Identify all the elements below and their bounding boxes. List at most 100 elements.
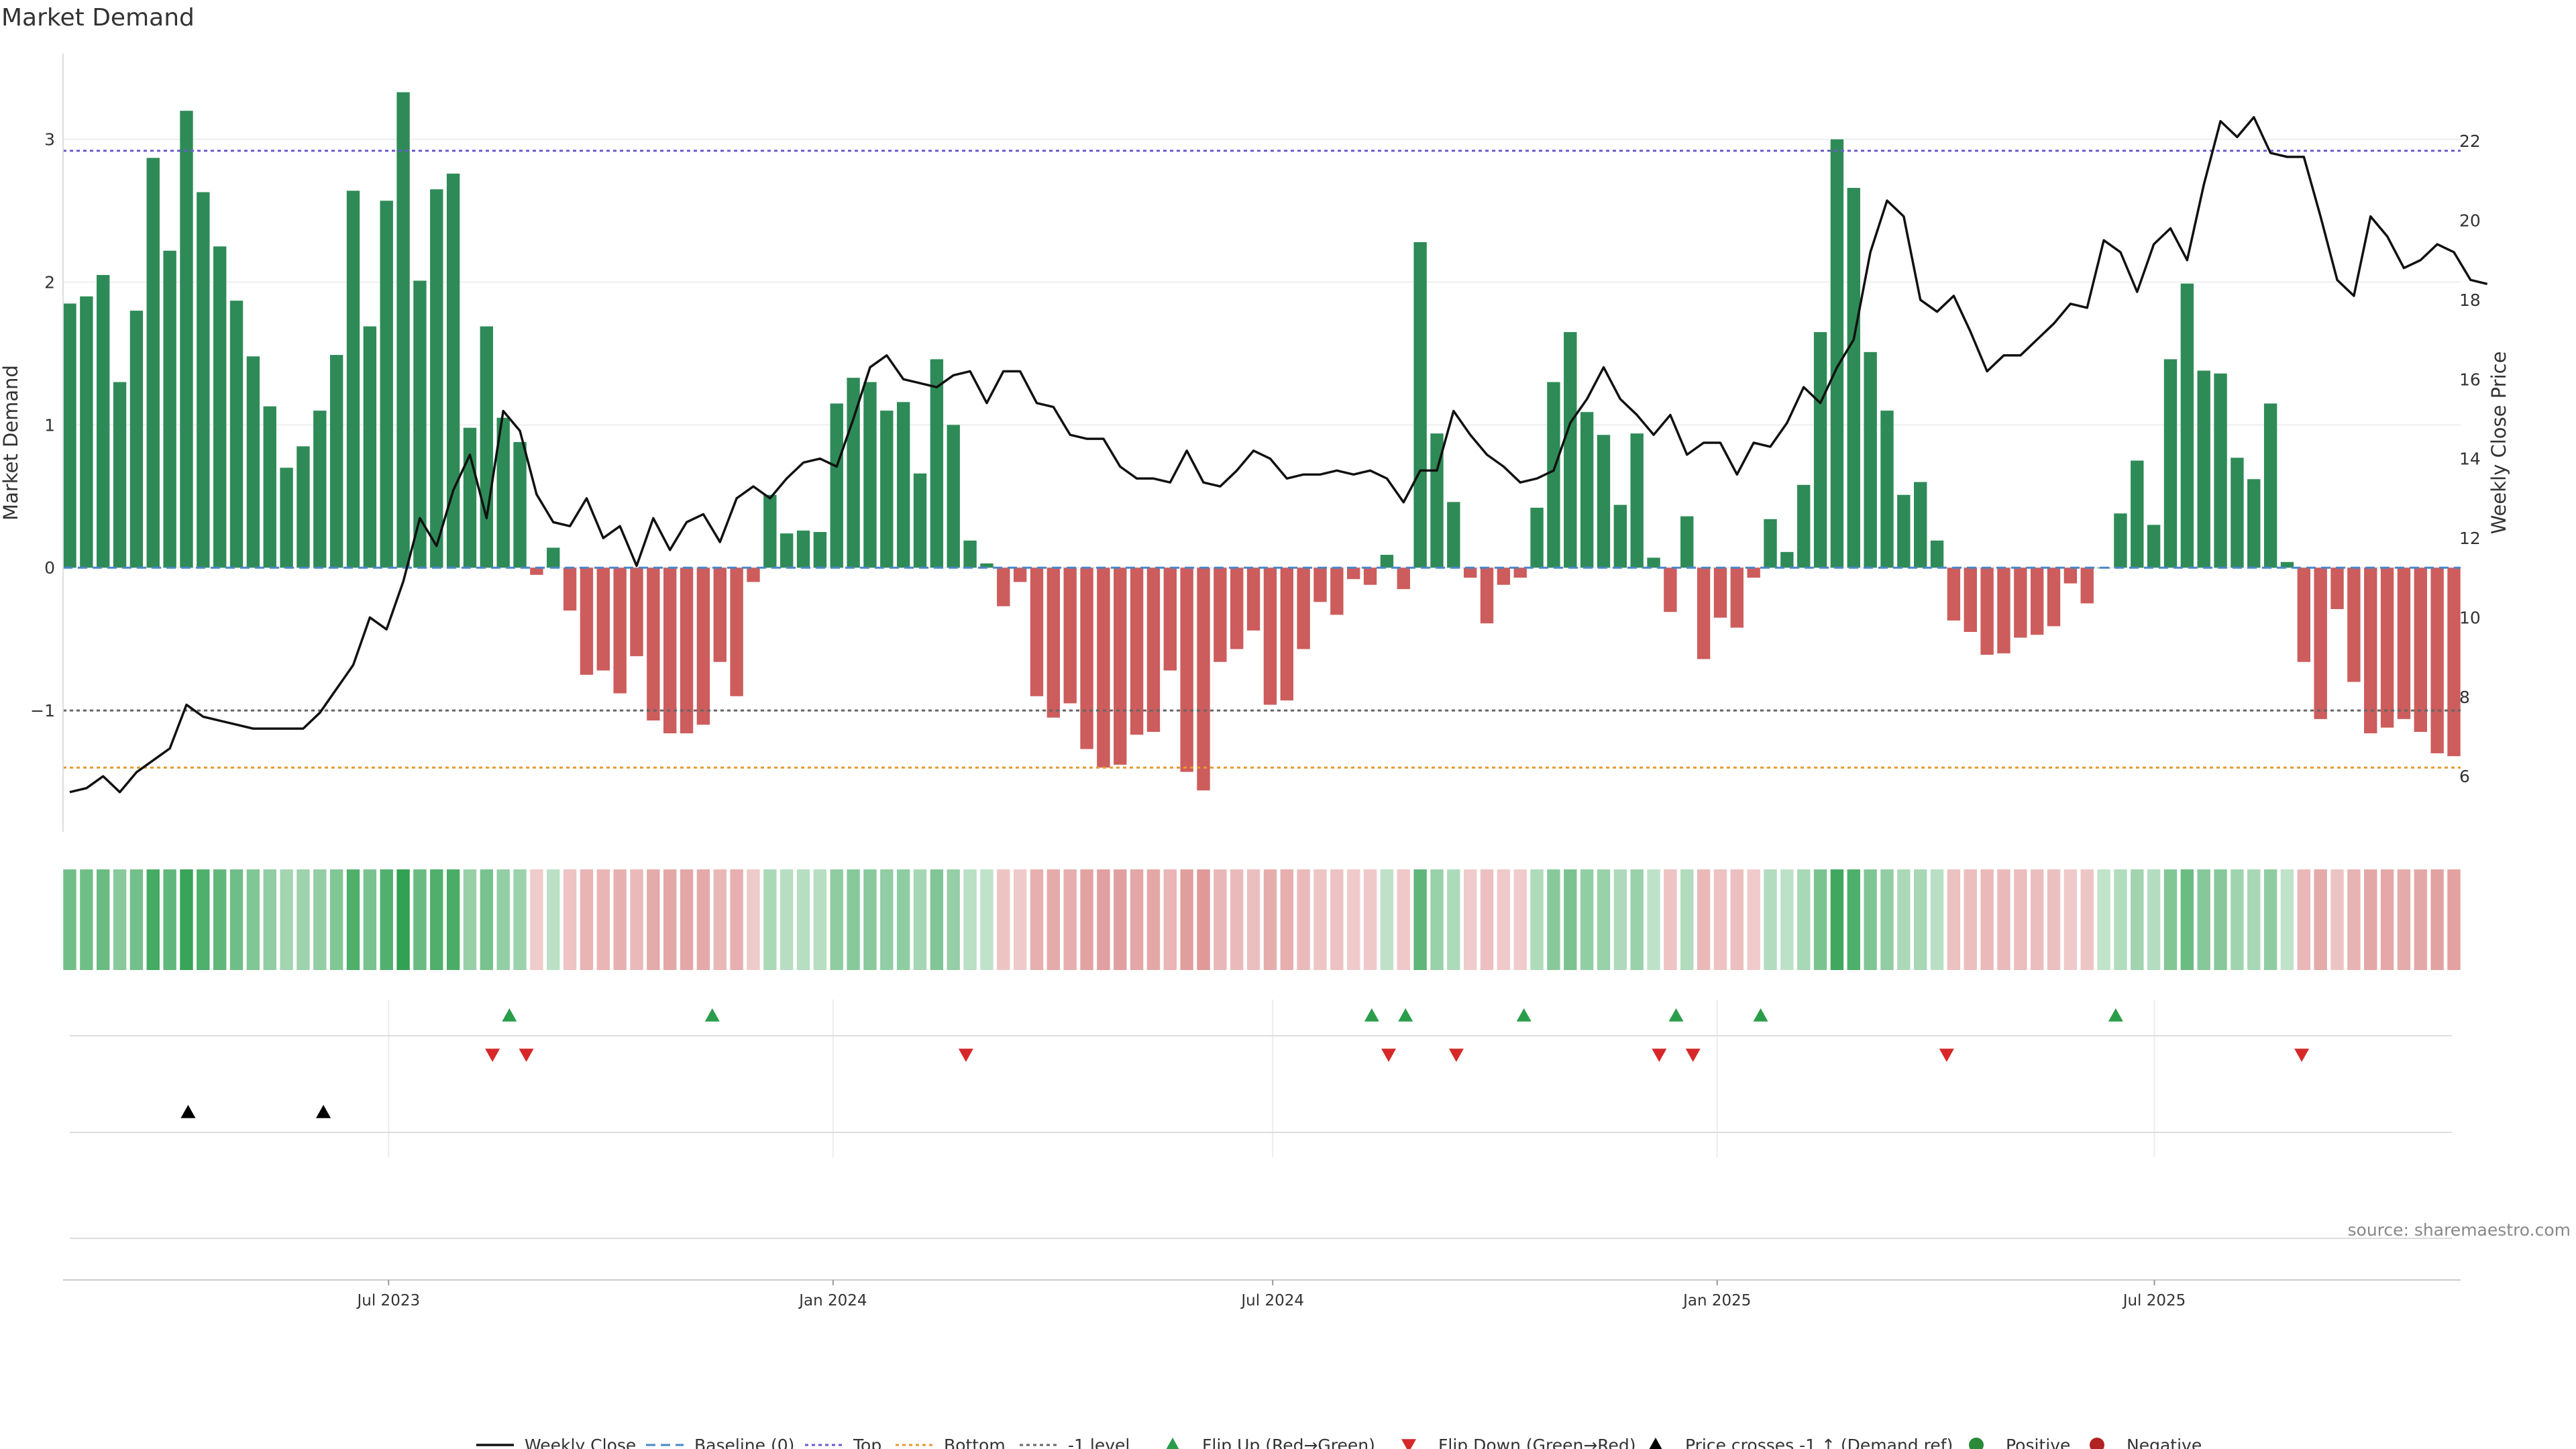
demand-bar bbox=[2080, 568, 2094, 604]
demand-bar bbox=[630, 568, 643, 657]
legend-circle-icon bbox=[2090, 1438, 2104, 1449]
demand-bar bbox=[1797, 484, 1811, 568]
flip-up-marker bbox=[1516, 1008, 1532, 1022]
heat-cell bbox=[780, 869, 794, 970]
heat-cell bbox=[1647, 869, 1660, 970]
legend-item: Flip Up (Red→Green) bbox=[1166, 1436, 1375, 1449]
demand-bar bbox=[1897, 494, 1911, 568]
demand-bar bbox=[80, 296, 93, 568]
demand-bar bbox=[997, 568, 1010, 606]
heat-cell bbox=[2297, 869, 2311, 970]
demand-bar bbox=[1480, 568, 1494, 624]
demand-bar bbox=[2147, 525, 2161, 568]
demand-bar bbox=[663, 568, 677, 734]
demand-bar bbox=[547, 547, 560, 568]
heat-cell bbox=[1680, 869, 1694, 970]
demand-bar bbox=[380, 201, 393, 568]
flip-down-marker bbox=[519, 1049, 534, 1062]
heat-cell bbox=[1730, 869, 1744, 970]
demand-bar bbox=[1214, 568, 1227, 662]
demand-bar bbox=[1363, 568, 1377, 585]
heat-cell bbox=[2147, 869, 2161, 970]
demand-bar bbox=[1513, 568, 1527, 578]
heat-cell bbox=[213, 869, 227, 970]
heat-cell bbox=[1230, 869, 1244, 970]
heat-cell bbox=[730, 869, 743, 970]
heat-cell bbox=[1597, 869, 1611, 970]
demand-bar bbox=[1130, 568, 1144, 735]
heat-cell bbox=[113, 869, 127, 970]
heat-cell bbox=[1413, 869, 1427, 970]
demand-bar bbox=[1780, 551, 1794, 568]
y-tick-label-right: 20 bbox=[2459, 211, 2481, 231]
demand-bar bbox=[1664, 568, 1677, 612]
heat-cell bbox=[680, 869, 694, 970]
heat-cell bbox=[997, 869, 1010, 970]
heat-cell bbox=[380, 869, 393, 970]
heat-cell bbox=[2330, 869, 2344, 970]
demand-bar bbox=[1580, 412, 1594, 568]
heat-cell bbox=[1263, 869, 1277, 970]
heat-cell bbox=[1163, 869, 1177, 970]
source-note: source: sharemaestro.com bbox=[2348, 1220, 2571, 1240]
demand-bar bbox=[2430, 568, 2444, 753]
demand-bar bbox=[730, 568, 743, 696]
demand-bar bbox=[1964, 568, 1977, 633]
heat-cell bbox=[1847, 869, 1860, 970]
heat-cell bbox=[2047, 869, 2061, 970]
legend-label: Price crosses -1 ↑ (Demand ref) bbox=[1685, 1436, 1953, 1449]
heat-cell bbox=[1397, 869, 1410, 970]
y-tick-label-left: 0 bbox=[44, 558, 55, 578]
heat-cell bbox=[1580, 869, 1594, 970]
demand-bar bbox=[580, 568, 594, 675]
legend-label: Bottom bbox=[944, 1436, 1006, 1449]
heat-cell bbox=[763, 869, 777, 970]
y-axis-label-right: Weekly Close Price bbox=[2487, 352, 2510, 535]
heat-cell bbox=[1930, 869, 1944, 970]
legend-label: Flip Up (Red→Green) bbox=[1202, 1436, 1375, 1449]
demand-bar bbox=[413, 280, 427, 568]
demand-bar bbox=[1013, 568, 1027, 582]
heat-cell bbox=[863, 869, 877, 970]
demand-bar bbox=[980, 563, 994, 568]
demand-bar bbox=[2397, 568, 2411, 719]
heat-cell bbox=[329, 869, 343, 970]
demand-bar bbox=[430, 189, 443, 568]
heat-cell bbox=[2214, 869, 2227, 970]
heat-cell bbox=[1347, 869, 1360, 970]
demand-bar bbox=[680, 568, 694, 734]
heat-cell bbox=[963, 869, 977, 970]
demand-bar bbox=[1297, 568, 1310, 649]
demand-bar bbox=[129, 311, 144, 568]
demand-bar bbox=[647, 568, 660, 720]
heat-cell bbox=[1980, 869, 1994, 970]
demand-bar bbox=[2030, 568, 2044, 635]
y-tick-label-right: 16 bbox=[2459, 370, 2481, 389]
legend-item: Price crosses -1 ↑ (Demand ref) bbox=[1649, 1436, 1953, 1449]
demand-bar bbox=[1547, 382, 1560, 568]
demand-bar bbox=[1713, 568, 1727, 618]
heat-cell bbox=[1764, 869, 1777, 970]
demand-bars bbox=[63, 92, 2461, 791]
demand-bar bbox=[1263, 568, 1277, 705]
demand-bar bbox=[1764, 519, 1777, 568]
legend-item: Top bbox=[805, 1436, 881, 1449]
y-tick-label-right: 12 bbox=[2459, 529, 2481, 548]
reference-lines bbox=[63, 150, 2461, 769]
heat-cell bbox=[280, 869, 293, 970]
demand-bar bbox=[1497, 568, 1511, 585]
heat-cell bbox=[1146, 869, 1161, 970]
demand-bar bbox=[1747, 568, 1760, 578]
demand-bar bbox=[947, 425, 960, 568]
heat-cell bbox=[2447, 869, 2461, 970]
y-tick-label-right: 18 bbox=[2459, 290, 2481, 310]
flip-up-marker bbox=[1753, 1008, 1768, 1022]
heat-cell bbox=[2247, 869, 2261, 970]
heat-cell bbox=[813, 869, 827, 970]
demand-bar bbox=[2280, 561, 2294, 568]
legend-label: Negative bbox=[2127, 1436, 2202, 1449]
heat-cell bbox=[796, 869, 810, 970]
demand-bar bbox=[246, 356, 260, 568]
flip-down-marker bbox=[1939, 1049, 1954, 1062]
